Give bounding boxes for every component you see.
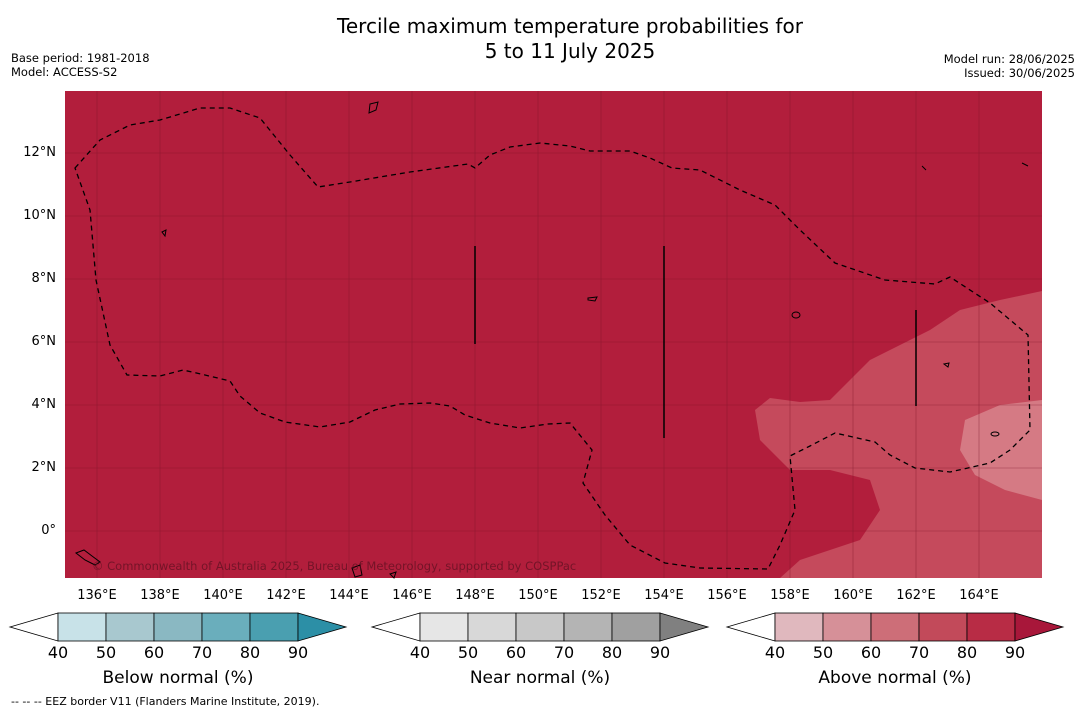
model-run: Model run: 28/06/2025 [943,52,1075,66]
islands [74,101,1029,579]
lon-label-156e: 156°E [707,588,747,603]
cb-near-tick-70: 70 [553,643,575,662]
colorbar-below-normal [8,612,348,642]
lat-label-0: 0° [41,523,56,538]
lat-label-4n: 4°N [31,397,57,412]
lon-label-154e: 154°E [644,588,684,603]
copyright-notice: © Commonwealth of Australia 2025, Bureau… [92,559,576,573]
cb-near-title: Near normal (%) [469,668,611,688]
cb-below-tick-90: 90 [287,643,309,662]
cb-below-tick-70: 70 [191,643,213,662]
cb-above-title: Above normal (%) [818,668,972,688]
lat-label-6n: 6°N [31,334,57,349]
lon-label-162e: 162°E [896,588,936,603]
lon-label-142e: 142°E [266,588,306,603]
shade-region-70 [755,291,1042,578]
lon-label-148e: 148°E [455,588,495,603]
cb-above-tick-80: 80 [956,643,978,662]
eez-border [74,107,1031,570]
lon-label-140e: 140°E [203,588,243,603]
lon-label-160e: 160°E [833,588,873,603]
cb-above-tick-60: 60 [860,643,882,662]
cb-below-tick-50: 50 [95,643,117,662]
cb-below-tick-40: 40 [47,643,69,662]
map-panel: © Commonwealth of Australia 2025, Bureau… [65,91,1042,579]
shade-region-60 [960,400,1042,500]
cb-above-tick-90: 90 [1004,643,1026,662]
map-title: Tercile maximum temperature probabilitie… [0,14,1085,64]
cb-near-tick-60: 60 [505,643,527,662]
cb-near-tick-50: 50 [457,643,479,662]
meta-left: Base period: 1981-2018 Model: ACCESS-S2 [11,51,150,79]
cb-near-tick-40: 40 [409,643,431,662]
colorbar-near-normal [370,612,710,642]
title-line-2: 5 to 11 July 2025 [484,39,656,63]
issued-date: Issued: 30/06/2025 [964,66,1075,80]
lat-label-12n: 12°N [23,145,56,160]
cb-above-tick-40: 40 [764,643,786,662]
lon-label-146e: 146°E [392,588,432,603]
cb-above-tick-50: 50 [812,643,834,662]
lat-label-8n: 8°N [31,271,57,286]
colorbar-above-normal [725,612,1065,642]
lon-label-136e: 136°E [77,588,117,603]
cb-below-title: Below normal (%) [102,668,254,688]
lon-label-138e: 138°E [140,588,180,603]
lon-label-158e: 158°E [770,588,810,603]
cb-below-tick-60: 60 [143,643,165,662]
lon-label-152e: 152°E [581,588,621,603]
lon-label-144e: 144°E [329,588,369,603]
boundary-lines [474,246,917,438]
cb-near-tick-80: 80 [601,643,623,662]
title-line-1: Tercile maximum temperature probabilitie… [337,14,803,38]
cb-above-tick-70: 70 [908,643,930,662]
lon-label-164e: 164°E [959,588,999,603]
base-period: Base period: 1981-2018 [11,51,150,65]
model-name: Model: ACCESS-S2 [11,65,118,79]
lon-label-150e: 150°E [518,588,558,603]
lat-label-10n: 10°N [23,208,56,223]
cb-near-tick-90: 90 [649,643,671,662]
lat-label-2n: 2°N [31,460,57,475]
eez-footnote: -- -- -- EEZ border V11 (Flanders Marine… [11,695,320,708]
meta-right: Model run: 28/06/2025 Issued: 30/06/2025 [944,52,1075,80]
cb-below-tick-80: 80 [239,643,261,662]
